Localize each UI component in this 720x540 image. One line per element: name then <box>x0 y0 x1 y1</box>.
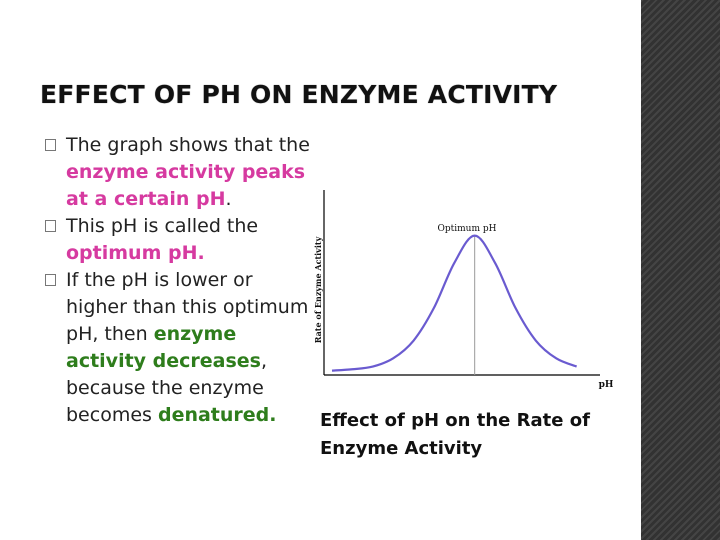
curve-layer <box>331 234 578 375</box>
figure-caption: Effect of pH on the Rate of Enzyme Activ… <box>320 410 590 459</box>
bullet-list: The graph shows that the enzyme activity… <box>45 132 315 429</box>
bullet-text: If the pH is lower or higher than this o… <box>66 267 315 429</box>
optimum-label: Optimum pH <box>438 224 497 234</box>
bullet-1-part-3: H <box>209 188 226 210</box>
bullet-item-3: If the pH is lower or higher than this o… <box>45 267 315 429</box>
y-axis-label: Rate of Enzyme Activity <box>313 236 323 343</box>
bullet-3-part-5: , because the enzyme becomes <box>66 350 268 426</box>
bullet-1-part-2: enzyme activity peaks at a certain p <box>66 161 306 210</box>
bullet-3-part-1: If the p <box>66 269 134 291</box>
bullet-box-icon <box>45 139 56 151</box>
ph-activity-chart: Rate of Enzyme Activity pH Optimum pH <box>312 182 622 397</box>
bullet-2-part-2: H is called the <box>122 215 259 237</box>
activity-curve <box>331 234 578 372</box>
decorative-sidebar <box>641 0 720 540</box>
bullet-box-icon <box>45 274 56 286</box>
x-axis-label: pH <box>599 380 614 390</box>
bullet-3-part-3: H, then <box>78 323 154 345</box>
bullet-2-part-4: H. <box>181 242 205 264</box>
bullet-item-1: The graph shows that the enzyme activity… <box>45 132 315 213</box>
chart-svg: Rate of Enzyme Activity pH Optimum pH <box>313 190 614 390</box>
bullet-2-part-1: This p <box>66 215 123 237</box>
bullet-1-part-4: . <box>225 188 232 210</box>
bullet-text: The graph shows that the enzyme activity… <box>66 132 315 213</box>
bullet-box-icon <box>45 220 56 232</box>
bullet-3-part-6: denatured. <box>157 404 277 426</box>
bullet-1-part-1: The graph shows that the <box>66 134 310 156</box>
bullet-text: This pH is called the optimum pH. <box>66 213 315 267</box>
bullet-3-part-4: enzyme activity decreases <box>66 323 261 372</box>
bullet-3-part-2: H is lower or higher than this optimum p <box>66 269 309 345</box>
bullet-item-2: This pH is called the optimum pH. <box>45 213 315 267</box>
slide-title: EFFECT OF PH ON ENZYME ACTIVITY <box>40 80 558 109</box>
bullet-2-part-3: optimum p <box>66 242 182 264</box>
